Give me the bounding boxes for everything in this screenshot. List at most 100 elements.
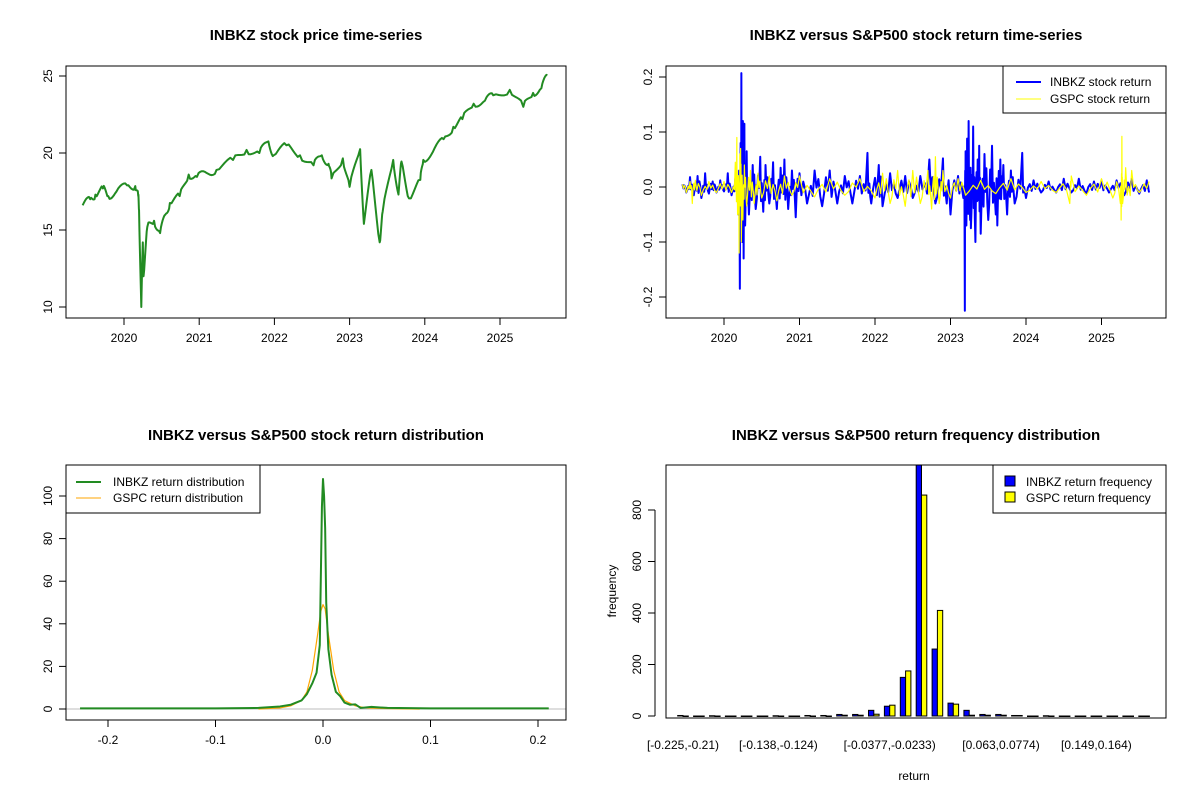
legend-inbkz-return-label: INBKZ stock return (1050, 75, 1151, 89)
inbkz-frequency-bar (947, 702, 954, 717)
panel4-y-tick-label: 400 (630, 603, 644, 623)
panel1-y-tick-label: 10 (41, 300, 55, 314)
panel4-x-tick-label: [0.063,0.0774) (962, 738, 1039, 752)
panel2-y-tick-label: -0.2 (641, 286, 655, 307)
legend-gspc-density-label: GSPC return distribution (113, 491, 243, 505)
panel3-plot-box (65, 464, 567, 721)
panel1-x-tick-label: 2021 (186, 331, 213, 345)
legend-gspc-frequency-label: GSPC return frequency (1026, 491, 1151, 505)
inbkz-frequency-bar (979, 713, 986, 717)
panel1-y-tick-label: 15 (41, 223, 55, 237)
inbkz-frequency-bar (1138, 715, 1145, 717)
inbkz-frequency-bar (693, 715, 700, 717)
panel1-y-tick-label: 20 (41, 146, 55, 160)
inbkz-frequency-bar (899, 676, 907, 717)
gspc-frequency-bar (984, 714, 991, 717)
gspc-frequency-bar (682, 715, 689, 717)
panel4-plot-box (665, 464, 1167, 719)
gspc-frequency-bar (936, 609, 944, 717)
panel3-y-tick-label: 0 (41, 705, 55, 712)
gspc-frequency-bar (1111, 715, 1119, 717)
panel1-x-tick-label: 2020 (111, 331, 138, 345)
panel3-x-tick-label: 0.0 (315, 733, 332, 747)
inbkz-frequency-bar (883, 705, 891, 717)
panel3-y-tick-label: 100 (41, 486, 55, 506)
panel3-y-tick-label: 60 (41, 574, 55, 588)
gspc-frequency-bar (730, 715, 737, 717)
inbkz-frequency-bar (852, 713, 859, 717)
panel4-x-tick-label: [0.149,0.164) (1061, 738, 1132, 752)
inbkz-frequency-bar (709, 715, 716, 717)
inbkz-frequency-bar (931, 648, 938, 717)
panel3-legend (65, 464, 261, 514)
panel4-x-tick-label: [-0.138,-0.124) (739, 738, 818, 752)
panel1-y-tick-label: 25 (41, 69, 55, 83)
legend-inbkz-frequency-swatch (1004, 475, 1016, 487)
gspc-frequency-bar (889, 704, 896, 717)
panel3-y-tick-label: 40 (41, 617, 55, 631)
panel3-x-tick-label: 0.2 (530, 733, 547, 747)
legend-gspc-return-label: GSPC stock return (1050, 92, 1150, 106)
panel1-title: INBKZ stock price time-series (210, 27, 423, 44)
panel4-xlabel: return (898, 769, 929, 783)
panel4-y-tick-label: 200 (630, 654, 644, 674)
panel2-y-tick-label: -0.1 (641, 231, 655, 252)
panel2-x-tick-label: 2020 (711, 331, 738, 345)
inbkz-frequency-bar (963, 709, 970, 717)
inbkz-frequency-bar (724, 715, 732, 717)
inbkz-frequency-bar (756, 715, 764, 717)
gspc-frequency-bar (873, 713, 880, 717)
panel1-x-tick-label: 2023 (336, 331, 363, 345)
panel3-y-tick-label: 20 (41, 659, 55, 673)
gspc-frequency-bar (714, 715, 721, 717)
inbkz-frequency-bar (1090, 715, 1097, 717)
panel2-x-tick-label: 2022 (862, 331, 889, 345)
price-line (81, 73, 548, 308)
gspc-return-line (681, 135, 1150, 254)
panel1-x-tick-label: 2024 (411, 331, 438, 345)
panel2-y-tick-label: 0.1 (641, 123, 655, 140)
gspc-frequency-bar (1143, 715, 1150, 717)
panel4-y-tick-label: 600 (630, 551, 644, 571)
panel2-title: INBKZ versus S&P500 stock return time-se… (750, 27, 1083, 44)
panel4-y-tick-label: 0 (630, 712, 644, 719)
panel3-x-tick-label: 0.1 (422, 733, 439, 747)
panel3-title: INBKZ versus S&P500 stock return distrib… (148, 427, 484, 444)
panel4-x-tick-label: [-0.225,-0.21) (647, 738, 719, 752)
panel1-x-tick-label: 2022 (261, 331, 288, 345)
inbkz-frequency-bar (868, 709, 875, 717)
inbkz-frequency-bar (1058, 715, 1066, 717)
gspc-frequency-bar (841, 714, 848, 717)
gspc-frequency-bar (968, 714, 976, 717)
gspc-frequency-bar (1064, 715, 1071, 717)
panel2-x-tick-label: 2024 (1013, 331, 1040, 345)
gspc-frequency-bar (777, 715, 785, 717)
inbkz-frequency-bar (1011, 714, 1018, 717)
gspc-frequency-bar (921, 494, 928, 717)
inbkz-frequency-bar (1027, 715, 1034, 717)
panel1-plot-box (65, 65, 567, 319)
gspc-frequency-bar (793, 715, 801, 717)
panel2-x-tick-label: 2023 (937, 331, 964, 345)
legend-inbkz-frequency-label: INBKZ return frequency (1026, 475, 1152, 489)
panel1-x-tick-label: 2025 (487, 331, 514, 345)
panel2-y-tick-label: 0.2 (641, 68, 655, 85)
gspc-frequency-bar (809, 715, 817, 717)
panel4-ylabel: frequency (605, 565, 619, 618)
inbkz-frequency-bar (1042, 715, 1050, 717)
panel3-y-tick-label: 80 (41, 532, 55, 546)
gspc-frequency-bar (1048, 715, 1055, 717)
legend-inbkz-density-label: INBKZ return distribution (113, 475, 244, 489)
panel2-plot-box (665, 65, 1167, 319)
inbkz-frequency-bar (772, 715, 779, 717)
panel4-legend (992, 464, 1167, 514)
inbkz-frequency-bar (995, 713, 1002, 717)
panel2-legend (1002, 65, 1167, 114)
inbkz-frequency-bar (677, 714, 684, 717)
panel4-x-tick-label: [-0.0377,-0.0233) (844, 738, 936, 752)
panel2-y-tick-label: 0.0 (641, 178, 655, 195)
panel4-y-tick-label: 800 (630, 500, 644, 520)
gspc-frequency-bar (1016, 714, 1023, 717)
inbkz-frequency-bar (1122, 715, 1129, 717)
gspc-frequency-bar (762, 715, 769, 717)
